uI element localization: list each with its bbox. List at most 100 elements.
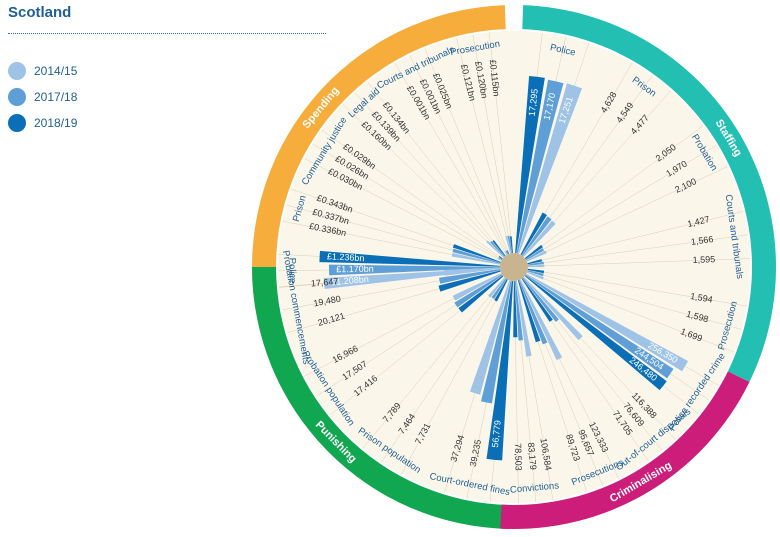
bar-spending-5-1: [329, 264, 501, 276]
bar-punishing-0-0: [444, 267, 501, 276]
category-label: Convictions: [510, 480, 560, 496]
bar-criminalising-0-1: [514, 280, 524, 341]
bar-staffing-0-2: [527, 268, 545, 274]
value-label: 78,503: [513, 443, 524, 471]
bar-staffing-0-0: [526, 271, 544, 280]
value-label: 1,594: [690, 291, 714, 305]
spoke-line: [525, 125, 704, 259]
legend-swatch-2018: [8, 114, 26, 132]
ring-criminalising: [500, 371, 750, 529]
value-label: £1.170bn: [336, 264, 374, 275]
bar-staffing-4-2: [515, 75, 545, 254]
bar-criminalising-3-0: [524, 275, 667, 391]
value-label: 1,566: [690, 234, 714, 247]
legend-item-2018: 2018/19: [8, 110, 77, 136]
spoke-line: [527, 211, 744, 264]
bar-punishing-3-2: [486, 280, 514, 461]
bar-spending-1-1: [505, 250, 509, 255]
bar-criminalising-2-2: [523, 276, 583, 341]
legend-swatch-2014: [8, 62, 26, 80]
value-label: £1.208bn: [331, 274, 369, 287]
spoke-line: [525, 145, 717, 261]
spoke-line: [304, 158, 502, 261]
legend-item-2017: 2017/18: [8, 84, 77, 110]
value-label: 19,480: [313, 294, 342, 309]
spoke-line: [527, 234, 748, 266]
spoke-line: [526, 271, 735, 353]
bar-spending-5-0: [319, 250, 501, 267]
bar-staffing-1-0: [527, 264, 545, 268]
bar-criminalising-3-1: [525, 274, 674, 379]
bar-criminalising-0-2: [515, 280, 532, 357]
bar-staffing-1-1: [527, 261, 544, 266]
bar-punishing-1-2: [458, 275, 504, 313]
spoke-line: [321, 129, 503, 260]
bar-spending-3-2: [497, 258, 502, 261]
bar-spending-3-0: [498, 255, 503, 260]
value-label: 56,779: [490, 420, 503, 448]
spoke-line: [424, 48, 509, 255]
bar-staffing-3-2: [520, 212, 547, 256]
spoke-line: [526, 166, 728, 262]
bar-punishing-2-2: [494, 279, 508, 302]
bar-spending-2-2: [486, 240, 505, 258]
bar-criminalising-0-0: [513, 280, 518, 338]
bar-criminalising-1-2: [519, 279, 563, 361]
bar-spending-1-0: [506, 250, 510, 255]
bar-criminalising-3-2: [525, 273, 689, 372]
bar-staffing-2-0: [526, 250, 547, 262]
legend: 2014/15 2017/18 2018/19: [8, 58, 77, 136]
spoke-line: [401, 279, 508, 475]
spoke-line: [381, 278, 507, 463]
spoke-line: [527, 270, 742, 330]
ring-spending: [252, 5, 506, 308]
bar-spending-3-1: [498, 257, 503, 261]
spoke-line: [488, 32, 513, 254]
value-label: 17,295: [527, 88, 540, 117]
bar-spending-1-2: [504, 251, 508, 256]
bar-spending-4-2: [451, 252, 501, 265]
bar-spending-4-0: [452, 244, 501, 263]
bar-criminalising-2-0: [521, 278, 553, 322]
value-label: £1.236bn: [327, 251, 365, 263]
ring-staffing: [522, 5, 777, 382]
page-title: Scotland: [8, 4, 72, 21]
value-label: 17,647: [310, 276, 338, 288]
chart-hub: [500, 253, 528, 281]
bar-spending-0-0: [509, 236, 513, 254]
bar-punishing-1-1: [454, 274, 503, 308]
bar-staffing-3-1: [521, 216, 552, 257]
bar-spending-0-1: [507, 235, 512, 254]
bar-punishing-2-0: [488, 277, 506, 298]
ring-punishing: [252, 267, 510, 529]
bar-punishing-0-2: [438, 270, 501, 292]
bar-punishing-3-0: [469, 280, 511, 395]
category-label: Police: [286, 258, 297, 284]
bar-staffing-4-0: [517, 83, 583, 254]
legend-label-2018: 2018/19: [34, 116, 78, 130]
title-divider: [8, 33, 326, 34]
bar-criminalising-2-1: [522, 277, 559, 322]
spoke-line: [362, 277, 506, 449]
value-label: 1,595: [692, 254, 715, 265]
bar-punishing-3-1: [480, 280, 512, 404]
bar-staffing-4-1: [516, 79, 564, 254]
spoke-line: [354, 92, 505, 257]
legend-item-2014: 2014/15: [8, 58, 77, 84]
bar-staffing-1-2: [527, 259, 543, 265]
bar-criminalising-1-0: [517, 280, 541, 343]
spoke-line: [367, 81, 506, 257]
bar-spending-2-0: [492, 240, 506, 257]
spoke-line: [472, 34, 512, 254]
spoke-line: [394, 63, 508, 256]
bar-spending-2-1: [490, 241, 505, 257]
value-label: £0.115bn: [488, 59, 502, 97]
bar-staffing-3-0: [522, 220, 556, 257]
bar-criminalising-1-1: [518, 279, 548, 345]
bar-staffing-2-2: [524, 244, 543, 260]
spoke-line: [312, 143, 503, 260]
legend-swatch-2017: [8, 88, 26, 106]
value-label: 83,179: [526, 442, 539, 470]
legend-label-2014: 2014/15: [34, 64, 78, 78]
